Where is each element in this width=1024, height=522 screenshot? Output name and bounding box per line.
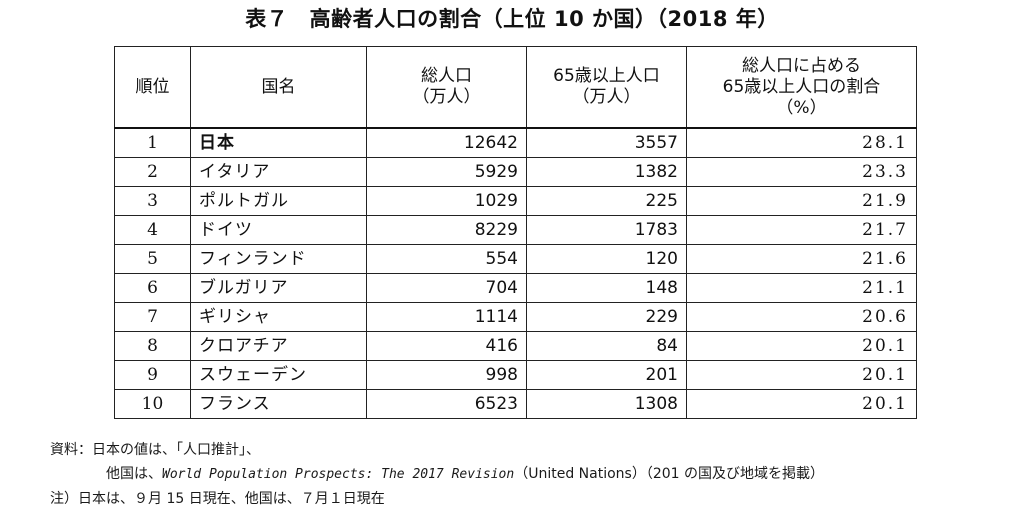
source-note-others: 他国は、World Population Prospects: The 2017… [50, 462, 824, 487]
total-population-cell: 416 [366, 331, 527, 361]
country-cell: 日本 [190, 127, 367, 158]
total-population-cell: 6523 [366, 389, 527, 419]
table-row: 2 イタリア 5929 1382 23.3 [114, 157, 917, 187]
table-row: 6 ブルガリア 704 148 21.1 [114, 273, 917, 303]
total-population-cell: 1029 [366, 186, 527, 216]
country-cell: ブルガリア [190, 273, 367, 303]
elderly-population-cell: 120 [526, 244, 687, 274]
rank-cell: 8 [114, 331, 191, 361]
elderly-population-cell: 225 [526, 186, 687, 216]
elderly-population-cell: 1382 [526, 157, 687, 187]
elderly-population-cell: 1308 [526, 389, 687, 419]
header-ratio-label-1: 総人口に占める [742, 55, 861, 76]
elderly-population-cell: 3557 [526, 127, 687, 158]
table-row: 4 ドイツ 8229 1783 21.7 [114, 215, 917, 245]
header-total-unit: （万人） [412, 87, 481, 107]
table-header: 順位 国名 総人口 （万人） 65歳以上人口 （万人） 総人口に占める 65歳以… [114, 46, 917, 129]
rank-cell: 2 [114, 157, 191, 187]
header-country: 国名 [190, 46, 367, 129]
total-population-cell: 554 [366, 244, 527, 274]
table-row: 3 ポルトガル 1029 225 21.9 [114, 186, 917, 216]
elderly-ratio-cell: 20.1 [686, 360, 917, 390]
elderly-ratio-cell: 21.7 [686, 215, 917, 245]
country-cell: ドイツ [190, 215, 367, 245]
table-notes: 資料：日本の値は、「人口推計」、 他国は、World Population Pr… [50, 438, 824, 511]
elderly-ratio-cell: 21.9 [686, 186, 917, 216]
total-population-cell: 5929 [366, 157, 527, 187]
elderly-ratio-cell: 20.6 [686, 302, 917, 332]
header-ratio-unit: （%） [776, 97, 827, 118]
table-body: 1 日本 12642 3557 28.1 2 イタリア 5929 1382 23… [114, 127, 917, 419]
table-row: 5 フィンランド 554 120 21.6 [114, 244, 917, 274]
country-cell: フィンランド [190, 244, 367, 274]
header-total-label: 総人口 [421, 66, 472, 86]
source-note-others-prefix: 他国は、 [106, 466, 162, 482]
country-cell: ギリシャ [190, 302, 367, 332]
rank-cell: 1 [114, 127, 191, 158]
table-row: 1 日本 12642 3557 28.1 [114, 127, 917, 158]
elderly-population-cell: 84 [526, 331, 687, 361]
elderly-ratio-cell: 20.1 [686, 389, 917, 419]
table-row: 10 フランス 6523 1308 20.1 [114, 389, 917, 419]
rank-cell: 4 [114, 215, 191, 245]
total-population-cell: 704 [366, 273, 527, 303]
elderly-ratio-cell: 20.1 [686, 331, 917, 361]
header-ratio-label-2: 65歳以上人口の割合 [722, 76, 881, 97]
elderly-ratio-cell: 28.1 [686, 127, 917, 158]
elderly-ratio-cell: 23.3 [686, 157, 917, 187]
rank-cell: 7 [114, 302, 191, 332]
source-note-japan: 資料：日本の値は、「人口推計」、 [50, 442, 260, 458]
elderly-population-table: 順位 国名 総人口 （万人） 65歳以上人口 （万人） 総人口に占める 65歳以… [114, 46, 917, 419]
table-row: 7 ギリシャ 1114 229 20.6 [114, 302, 917, 332]
rank-cell: 6 [114, 273, 191, 303]
country-cell: ポルトガル [190, 186, 367, 216]
total-population-cell: 12642 [366, 127, 527, 158]
rank-cell: 9 [114, 360, 191, 390]
rank-cell: 3 [114, 186, 191, 216]
header-elderly-label: 65歳以上人口 [553, 66, 660, 86]
elderly-ratio-cell: 21.1 [686, 273, 917, 303]
elderly-population-cell: 229 [526, 302, 687, 332]
elderly-population-cell: 201 [526, 360, 687, 390]
elderly-population-cell: 1783 [526, 215, 687, 245]
header-rank: 順位 [114, 46, 191, 129]
rank-cell: 10 [114, 389, 191, 419]
table-row: 8 クロアチア 416 84 20.1 [114, 331, 917, 361]
elderly-population-cell: 148 [526, 273, 687, 303]
country-cell: イタリア [190, 157, 367, 187]
source-note-others-suffix: （United Nations）（201 の国及び地域を掲載） [514, 466, 824, 482]
header-elderly-population: 65歳以上人口 （万人） [526, 46, 687, 129]
country-cell: スウェーデン [190, 360, 367, 390]
source-publication-title: World Population Prospects: The 2017 Rev… [162, 467, 515, 482]
total-population-cell: 8229 [366, 215, 527, 245]
country-cell: クロアチア [190, 331, 367, 361]
header-elderly-unit: （万人） [572, 87, 641, 107]
date-footnote: 注）日本は、９月 15 日現在、他国は、７月１日現在 [50, 491, 385, 507]
header-total-population: 総人口 （万人） [366, 46, 527, 129]
total-population-cell: 998 [366, 360, 527, 390]
table-row: 9 スウェーデン 998 201 20.1 [114, 360, 917, 390]
elderly-ratio-cell: 21.6 [686, 244, 917, 274]
total-population-cell: 1114 [366, 302, 527, 332]
table-title: 表７ 高齢者人口の割合（上位 10 か国）（2018 年） [245, 7, 779, 31]
header-elderly-ratio: 総人口に占める 65歳以上人口の割合 （%） [686, 46, 917, 129]
rank-cell: 5 [114, 244, 191, 274]
country-cell: フランス [190, 389, 367, 419]
